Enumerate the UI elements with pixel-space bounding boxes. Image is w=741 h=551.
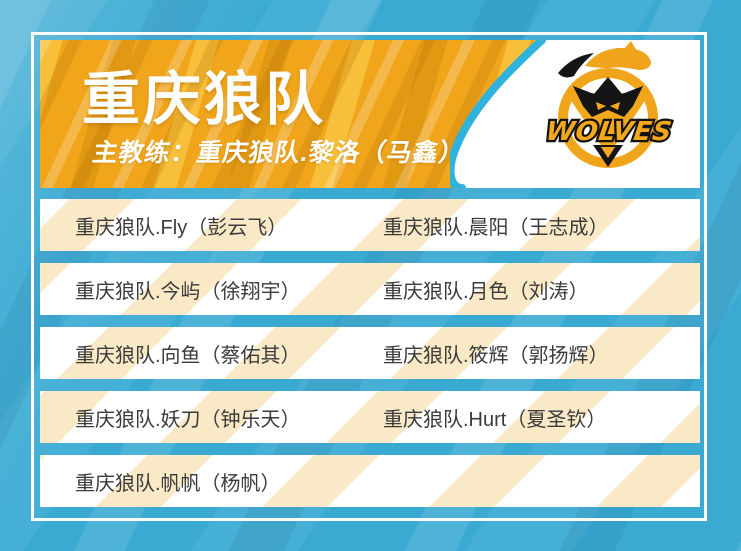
roster-row: 重庆狼队.今屿（徐翔宇） 重庆狼队.月色（刘涛） xyxy=(40,263,700,315)
player-name: 重庆狼队.帆帆（杨帆） xyxy=(75,472,281,495)
head-coach-line: 主教练：重庆狼队.黎洛（马鑫） xyxy=(90,139,468,167)
roster-row: 重庆狼队.向鱼（蔡佑其） 重庆狼队.筱辉（郭扬辉） xyxy=(40,327,700,379)
player-name: 重庆狼队.Hurt（夏圣钦） xyxy=(383,408,607,431)
roster-row: 重庆狼队.Fly（彭云飞） 重庆狼队.晨阳（王志成） xyxy=(40,199,700,251)
team-name-title: 重庆狼队 xyxy=(82,67,327,132)
outer-frame xyxy=(31,32,707,521)
player-name: 重庆狼队.向鱼（蔡佑其） xyxy=(75,344,301,367)
roster-row: 重庆狼队.帆帆（杨帆） xyxy=(40,455,700,507)
player-name: 重庆狼队.月色（刘涛） xyxy=(383,280,589,303)
roster-row: 重庆狼队.妖刀（钟乐天） 重庆狼队.Hurt（夏圣钦） xyxy=(40,391,700,443)
team-logo-panel: WOLVES xyxy=(446,36,700,192)
roster-list: 重庆狼队.Fly（彭云飞） 重庆狼队.晨阳（王志成） 重庆狼队.今屿（徐翔宇） … xyxy=(40,199,700,507)
card-header: 重庆狼队 主教练：重庆狼队.黎洛（马鑫） xyxy=(40,36,700,192)
wolves-logo-icon: WOLVES xyxy=(446,36,700,192)
player-name: 重庆狼队.晨阳（王志成） xyxy=(383,216,609,239)
wolves-logo-text: WOLVES xyxy=(544,117,674,147)
player-name: 重庆狼队.Fly（彭云飞） xyxy=(75,216,288,239)
player-name: 重庆狼队.筱辉（郭扬辉） xyxy=(383,344,609,367)
player-name: 重庆狼队.今屿（徐翔宇） xyxy=(75,280,301,303)
player-name: 重庆狼队.妖刀（钟乐天） xyxy=(75,408,301,431)
